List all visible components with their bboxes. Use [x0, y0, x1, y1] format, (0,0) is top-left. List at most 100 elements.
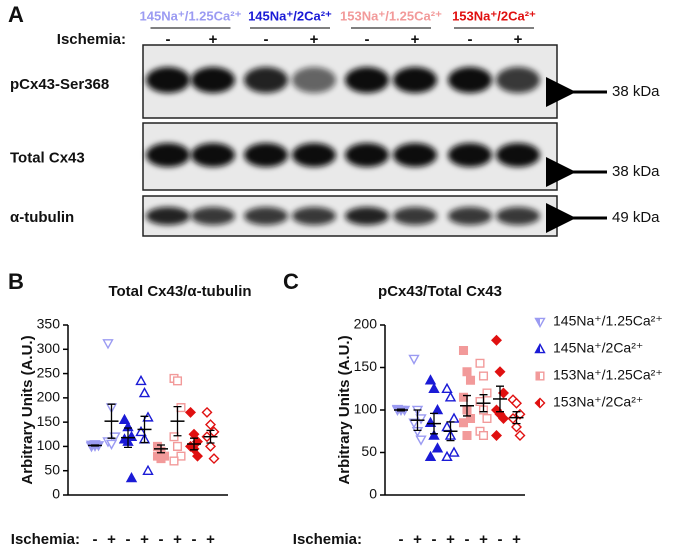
chart-title: Total Cx43/α-tubulin [108, 283, 251, 300]
error-bar [463, 394, 471, 417]
error-bar [479, 394, 488, 413]
data-point [169, 456, 179, 466]
error-bar [430, 412, 438, 435]
legend-label: 145Na⁺/1.25Ca²⁺ [553, 313, 663, 329]
panel-letter: C [283, 269, 299, 294]
data-point [458, 345, 469, 356]
blot-band [393, 143, 437, 167]
legend-label: 153Na⁺/2Ca²⁺ [553, 394, 643, 410]
blot-band [448, 143, 492, 167]
error-bar [446, 421, 455, 442]
data-point [205, 419, 216, 431]
panel-letter: A [8, 2, 24, 27]
data-point [201, 406, 213, 418]
x-tick-label: + [512, 531, 521, 548]
x-tick-label: + [413, 531, 422, 548]
panel-letter: B [8, 269, 24, 294]
data-point [482, 388, 492, 398]
size-label: 49 kDa [612, 209, 660, 226]
data-point [441, 450, 453, 462]
ischemia-sign: + [411, 31, 420, 48]
y-tick-label: 200 [354, 316, 378, 332]
data-point [465, 375, 476, 385]
data-point [431, 442, 444, 453]
data-point [478, 430, 489, 441]
ischemia-sign: - [365, 31, 370, 48]
data-point [448, 412, 460, 423]
y-tick-label: 0 [52, 486, 60, 502]
error-bar [107, 403, 116, 439]
data-point [185, 406, 196, 418]
blot-band [292, 207, 336, 225]
error-bar [140, 415, 149, 444]
data-point [415, 435, 427, 446]
x-tick-label: + [140, 531, 149, 548]
error-bar [397, 408, 405, 412]
blot-band [146, 207, 190, 225]
data-point [208, 453, 220, 465]
y-tick-label: 0 [369, 486, 377, 502]
x-tick-label: - [498, 531, 503, 548]
blot-band [292, 143, 336, 167]
data-point [511, 397, 522, 409]
chart-title: pCx43/Total Cx43 [378, 283, 502, 300]
data-point [458, 418, 469, 428]
ischemia-sign: + [209, 31, 218, 48]
data-point [491, 430, 502, 441]
data-point [478, 371, 489, 381]
condition-header: 153Na⁺/1.25Ca²⁺ [340, 8, 442, 23]
data-point [428, 429, 440, 440]
y-tick-label: 50 [361, 443, 377, 459]
data-point [172, 441, 183, 451]
row-label: α-tubulin [10, 209, 74, 226]
data-point [475, 396, 485, 407]
data-point [176, 403, 186, 413]
data-point [431, 404, 444, 415]
condition-header: 145Na⁺/2Ca²⁺ [248, 8, 332, 23]
data-point [105, 439, 118, 450]
y-tick-label: 100 [354, 401, 378, 417]
data-point [448, 446, 460, 457]
data-point [408, 418, 420, 429]
ischemia-sign: + [514, 31, 523, 48]
data-point [156, 454, 166, 464]
data-point [102, 339, 114, 350]
x-tick-label: - [126, 531, 131, 548]
x-tick-label: + [107, 531, 116, 548]
y-tick-label: 50 [44, 461, 60, 477]
x-tick-label: + [446, 531, 455, 548]
x-tick-label: + [479, 531, 488, 548]
x-tick-label: - [432, 531, 437, 548]
data-point [514, 430, 526, 441]
blot-band [345, 207, 389, 225]
blot-band [146, 143, 190, 167]
data-point [169, 432, 179, 442]
blot-band [448, 207, 492, 225]
error-bar [206, 429, 215, 444]
data-point [142, 464, 154, 476]
ischemia-sign: - [468, 31, 473, 48]
y-tick-label: 150 [37, 413, 61, 429]
blot-band [244, 143, 288, 167]
x-tick-label: - [192, 531, 197, 548]
data-point [424, 450, 437, 462]
data-point [458, 392, 469, 402]
row-label: pCx43-Ser368 [10, 76, 109, 93]
data-point [494, 366, 506, 378]
y-tick-label: 250 [37, 364, 61, 380]
error-bar [512, 411, 521, 425]
x-tick-label: + [206, 531, 215, 548]
data-point [462, 430, 472, 441]
x-axis-label: Ischemia: [293, 531, 362, 548]
data-point [408, 354, 420, 365]
data-point [205, 440, 216, 452]
data-point [482, 413, 492, 424]
y-tick-label: 350 [37, 316, 61, 332]
data-point [428, 382, 440, 394]
data-point [138, 387, 151, 398]
data-point [125, 472, 138, 483]
data-point [192, 450, 203, 462]
error-bar [413, 409, 422, 432]
data-point [491, 334, 502, 346]
